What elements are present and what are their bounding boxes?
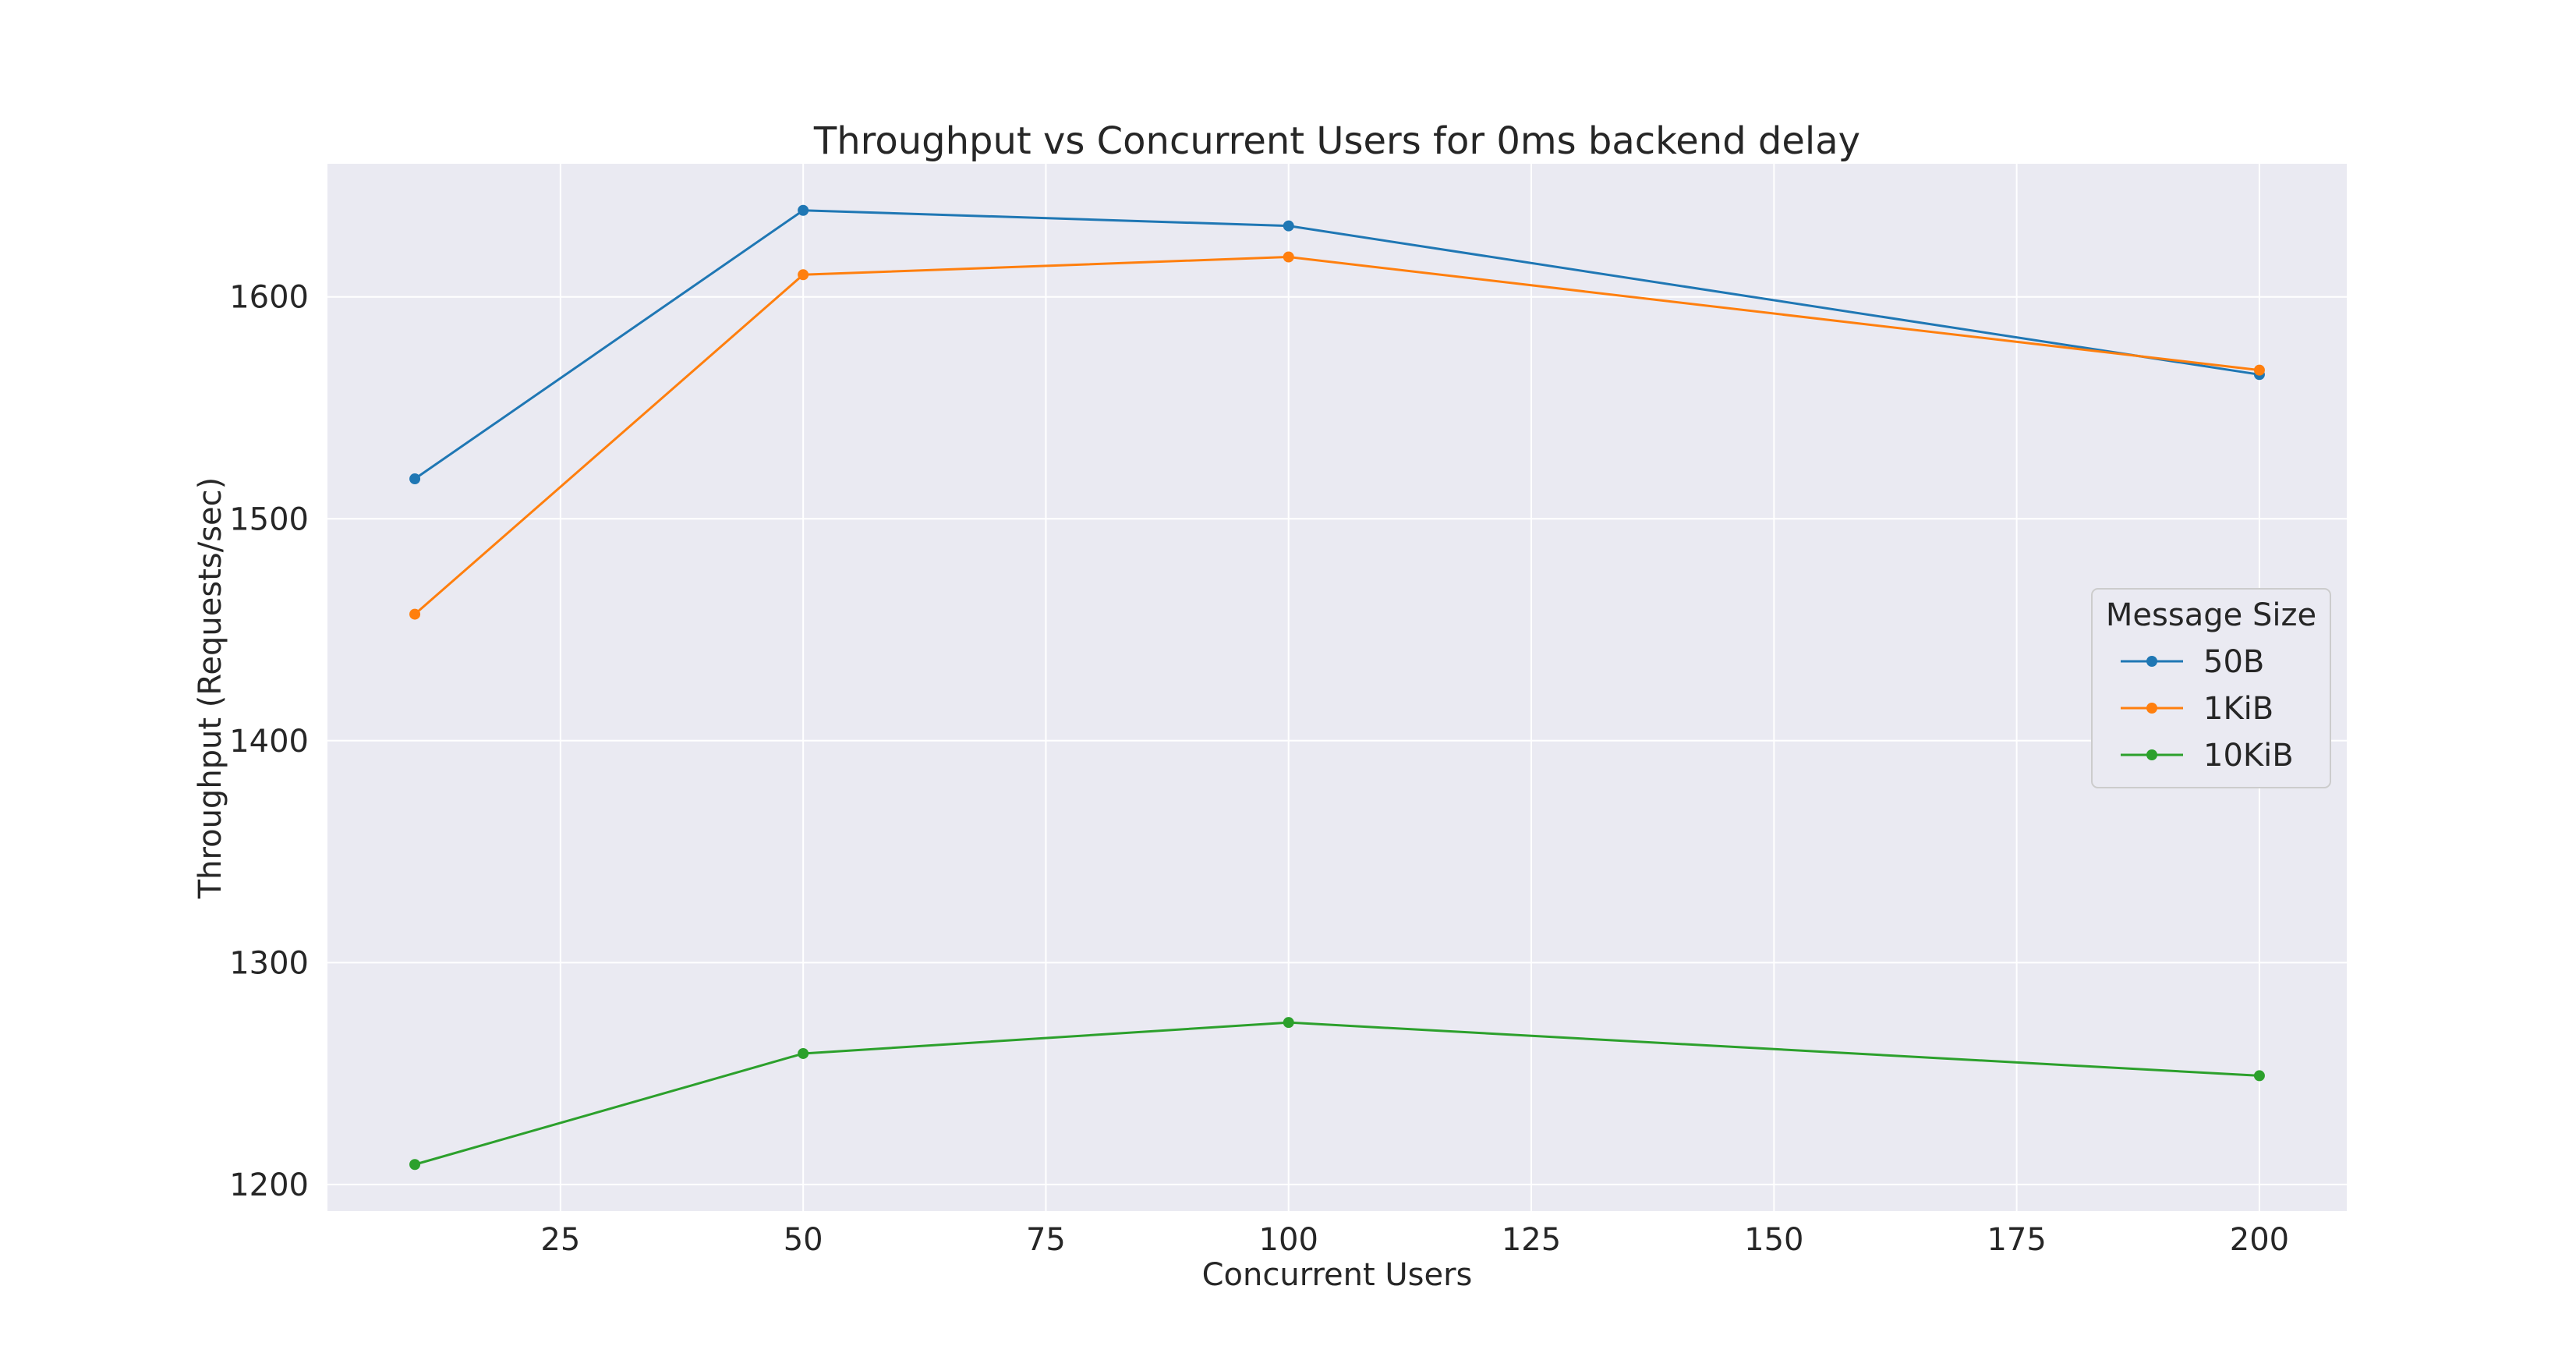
legend: Message Size 50B 1KiB 10KiB — [2091, 588, 2331, 788]
x-tick-label: 175 — [1987, 1222, 2046, 1258]
x-tick-label: 200 — [2230, 1222, 2289, 1258]
series-line — [414, 256, 2260, 615]
x-tick-label: 75 — [1026, 1222, 1066, 1258]
y-tick-label: 1200 — [229, 1167, 309, 1203]
series-layer — [409, 204, 2265, 1171]
y-axis-label: Throughput (Requests/sec) — [193, 477, 228, 900]
plot-area — [327, 164, 2347, 1211]
x-tick-label: 50 — [784, 1222, 823, 1258]
legend-marker — [2146, 749, 2157, 760]
legend-title: Message Size — [2106, 597, 2316, 633]
legend-entry-label: 50B — [2203, 644, 2264, 680]
legend-entry-label: 10KiB — [2203, 738, 2294, 774]
y-tick-label: 1300 — [229, 945, 309, 981]
data-point — [2253, 364, 2265, 376]
x-tick-label: 125 — [1502, 1222, 1561, 1258]
x-tick-label: 100 — [1259, 1222, 1318, 1258]
series-line — [414, 209, 2260, 480]
series-line — [414, 1021, 2260, 1166]
grid — [327, 164, 2347, 1211]
x-axis-label: Concurrent Users — [1202, 1257, 1473, 1293]
data-point — [1283, 1017, 1294, 1029]
data-point — [798, 1047, 809, 1059]
data-point — [798, 204, 809, 216]
legend-marker — [2146, 703, 2157, 714]
y-tick-label: 1400 — [229, 724, 309, 760]
legend-box — [2091, 588, 2331, 788]
data-point — [409, 473, 421, 485]
legend-entry-label: 1KiB — [2203, 691, 2273, 727]
y-tick-label: 1500 — [229, 501, 309, 537]
y-tick-label: 1600 — [229, 280, 309, 316]
x-tick-label: 25 — [540, 1222, 580, 1258]
data-point — [1283, 251, 1294, 263]
data-point — [2253, 1070, 2265, 1082]
x-tick-label: 150 — [1744, 1222, 1803, 1258]
tick-labels: 25 50 75 100 125 150 175 200 1200 1300 1400 1500 160… — [229, 280, 2289, 1258]
legend-marker — [2146, 656, 2157, 667]
data-point — [798, 269, 809, 281]
chart-title: Throughput vs Concurrent Users for 0ms b… — [813, 119, 1860, 163]
data-point — [409, 1159, 421, 1171]
data-point — [409, 608, 421, 620]
data-point — [1283, 220, 1294, 232]
